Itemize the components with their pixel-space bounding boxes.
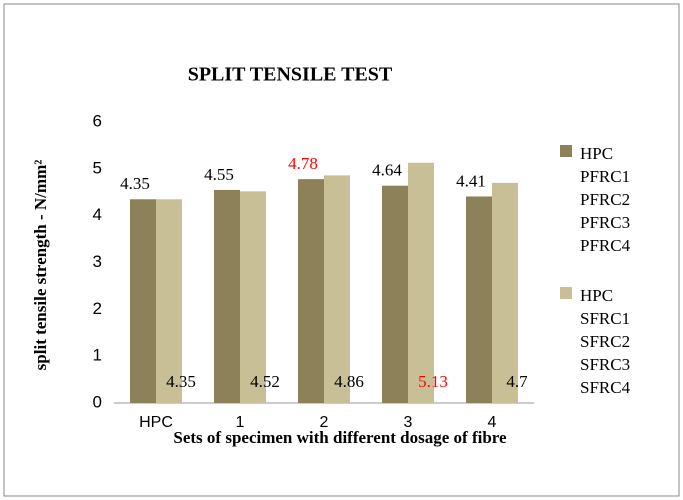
y-tick-label: 4 (93, 205, 102, 224)
value-label: 4.7 (506, 372, 528, 391)
y-tick-label: 6 (93, 111, 102, 130)
bar (298, 179, 324, 403)
value-label: 4.78 (288, 154, 318, 173)
x-tick-label: 1 (236, 414, 245, 431)
bar (492, 182, 518, 403)
bar (466, 196, 492, 403)
value-label: 4.55 (204, 165, 234, 184)
bar (130, 199, 156, 403)
bar (240, 191, 266, 403)
bar (156, 199, 182, 403)
legend-swatch (560, 287, 572, 299)
y-tick-label: 2 (93, 299, 102, 318)
bar (408, 162, 434, 403)
value-label: 4.86 (334, 372, 364, 391)
chart-title: SPLIT TENSILE TEST (188, 64, 393, 86)
value-label: 4.41 (456, 171, 486, 190)
bar (214, 189, 240, 403)
x-axis-label: Sets of specimen with different dosage o… (173, 428, 507, 447)
value-label: 4.52 (250, 372, 280, 391)
y-tick-label: 0 (93, 392, 102, 411)
x-tick-label: 3 (404, 414, 413, 431)
value-label: 4.35 (166, 372, 196, 391)
bar (382, 185, 408, 403)
legend-label: HPC SFRC1 SFRC2 SFRC3 SFRC4 (580, 286, 631, 397)
value-label: 5.13 (418, 372, 448, 391)
x-tick-label: 4 (488, 414, 497, 431)
legend-label: HPC PFRC1 PFRC2 PFRC3 PFRC4 (580, 144, 631, 255)
value-label: 4.64 (372, 161, 402, 180)
x-tick-label: HPC (139, 414, 173, 431)
y-tick-label: 1 (93, 346, 102, 365)
value-label: 4.35 (120, 174, 150, 193)
x-tick-label: 2 (320, 414, 329, 431)
y-tick-label: 3 (93, 252, 102, 271)
y-axis-label: split tensile strength - N/mm² (31, 160, 50, 371)
y-tick-label: 5 (93, 158, 102, 177)
bar (324, 175, 350, 403)
legend-swatch (560, 145, 572, 157)
